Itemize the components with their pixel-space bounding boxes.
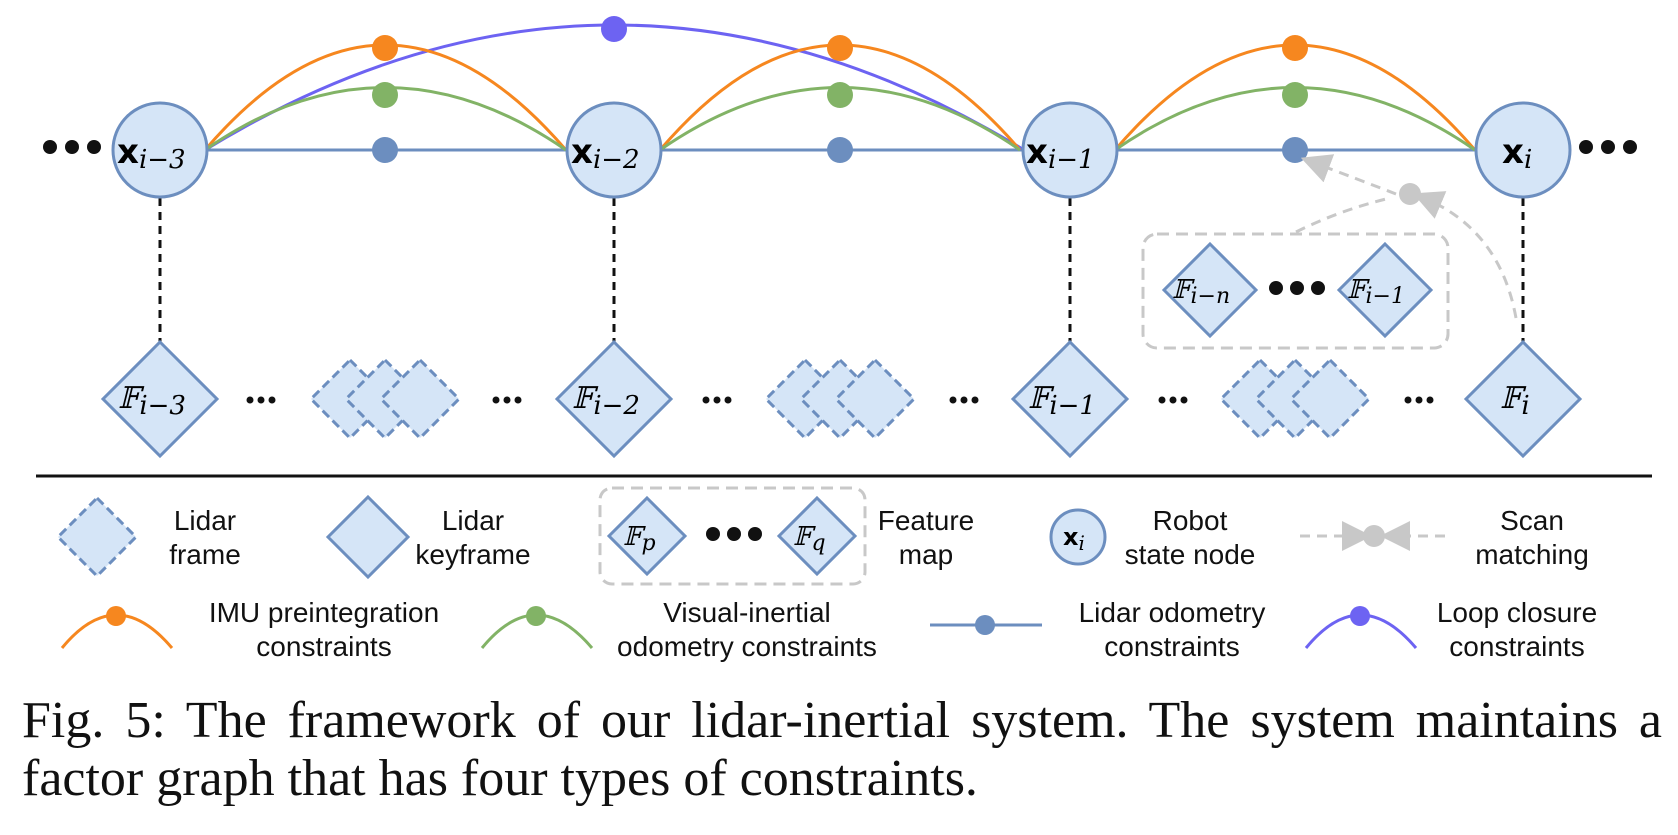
svg-text:Visual-inertial: Visual-inertial — [663, 597, 831, 628]
feature-map-ellipsis — [1269, 281, 1325, 295]
svg-text:frame: frame — [169, 539, 241, 570]
lidar-factor-dot-3 — [1282, 137, 1308, 163]
loop-factor-dot — [601, 16, 627, 42]
svg-text:xi: xi — [1502, 132, 1532, 175]
state-node-1: xi−3 — [111, 101, 209, 199]
svg-text:state node: state node — [1125, 539, 1256, 570]
legend-lidar-frame: Lidar frame — [55, 495, 241, 579]
frame-ellipses — [246, 396, 1434, 404]
lidar-frame-stack-2 — [763, 357, 917, 441]
legend-visual: Visual-inertial odometry constraints — [480, 597, 877, 662]
lidar-frame-stack-1 — [308, 357, 462, 441]
imu-factor-dot-1 — [372, 35, 398, 61]
legend-robot-state-node: xi Robot state node — [1049, 505, 1256, 570]
svg-text:Loop closure: Loop closure — [1437, 597, 1597, 628]
svg-text:odometry constraints: odometry constraints — [617, 631, 877, 662]
feature-map-box — [1141, 232, 1450, 350]
keyframe-3: 𝔽i−1 — [1010, 339, 1130, 459]
svg-text:IMU preintegration: IMU preintegration — [209, 597, 439, 628]
keyframe-2: 𝔽i−2 — [554, 339, 674, 459]
svg-text:map: map — [899, 539, 953, 570]
svg-text:xi−2: xi−2 — [571, 132, 640, 175]
state-node-2: xi−2 — [565, 101, 663, 199]
svg-text:Scan: Scan — [1500, 505, 1564, 536]
svg-text:𝔽p: 𝔽p — [623, 522, 656, 556]
svg-text:xi: xi — [1063, 523, 1085, 555]
svg-text:constraints: constraints — [1449, 631, 1584, 662]
svg-text:𝔽i−2: 𝔽i−2 — [572, 381, 640, 421]
keyframe-4: 𝔽i — [1463, 339, 1583, 459]
imu-factor-dot-3 — [1282, 35, 1308, 61]
svg-text:constraints: constraints — [256, 631, 391, 662]
svg-text:Lidar odometry: Lidar odometry — [1079, 597, 1266, 628]
state-node-4: xi — [1474, 101, 1572, 199]
scan-matching-graph — [1295, 154, 1518, 319]
svg-text:xi−3: xi−3 — [117, 132, 186, 175]
keyframe-1: 𝔽i−3 — [100, 339, 220, 459]
legend-feature-map: 𝔽p 𝔽q Feature map — [598, 486, 975, 586]
svg-text:xi−1: xi−1 — [1026, 132, 1095, 175]
lidar-factor-dot-1 — [372, 137, 398, 163]
legend-lidar-keyframe: Lidar keyframe — [325, 494, 531, 580]
feature-map-keyframe-first: 𝔽i−n — [1161, 241, 1259, 339]
figure-caption: Fig. 5: The framework of our lidar-inert… — [22, 692, 1662, 807]
scan-matching-dot — [1399, 183, 1421, 205]
lidar-frame-stack-3 — [1218, 357, 1372, 441]
imu-factor-dot-2 — [827, 35, 853, 61]
legend-lidar-odometry: Lidar odometry constraints — [930, 597, 1265, 662]
svg-text:matching: matching — [1475, 539, 1589, 570]
visual-factor-dot-2 — [827, 82, 853, 108]
svg-text:Feature: Feature — [878, 505, 975, 536]
state-node-3: xi−1 — [1021, 101, 1119, 199]
legend-scan-matching: Scan matching — [1300, 505, 1589, 570]
svg-text:𝔽i−n: 𝔽i−n — [1172, 275, 1230, 309]
svg-text:Robot: Robot — [1153, 505, 1228, 536]
legend-imu: IMU preintegration constraints — [60, 597, 439, 662]
legend-loop-closure: Loop closure constraints — [1304, 597, 1597, 662]
svg-text:constraints: constraints — [1104, 631, 1239, 662]
svg-text:𝔽i−1: 𝔽i−1 — [1347, 275, 1405, 309]
lidar-factor-dot-2 — [827, 137, 853, 163]
svg-text:𝔽i−1: 𝔽i−1 — [1028, 381, 1096, 421]
visual-factor-dot-3 — [1282, 82, 1308, 108]
feature-map-keyframe-last: 𝔽i−1 — [1336, 241, 1434, 339]
visual-factor-dot-1 — [372, 82, 398, 108]
right-ellipsis — [1579, 140, 1637, 154]
svg-text:𝔽i−3: 𝔽i−3 — [118, 381, 186, 421]
svg-text:𝔽q: 𝔽q — [793, 522, 826, 556]
svg-text:Lidar: Lidar — [174, 505, 236, 536]
svg-text:keyframe: keyframe — [415, 539, 530, 570]
svg-text:Lidar: Lidar — [442, 505, 504, 536]
left-ellipsis — [43, 140, 101, 154]
